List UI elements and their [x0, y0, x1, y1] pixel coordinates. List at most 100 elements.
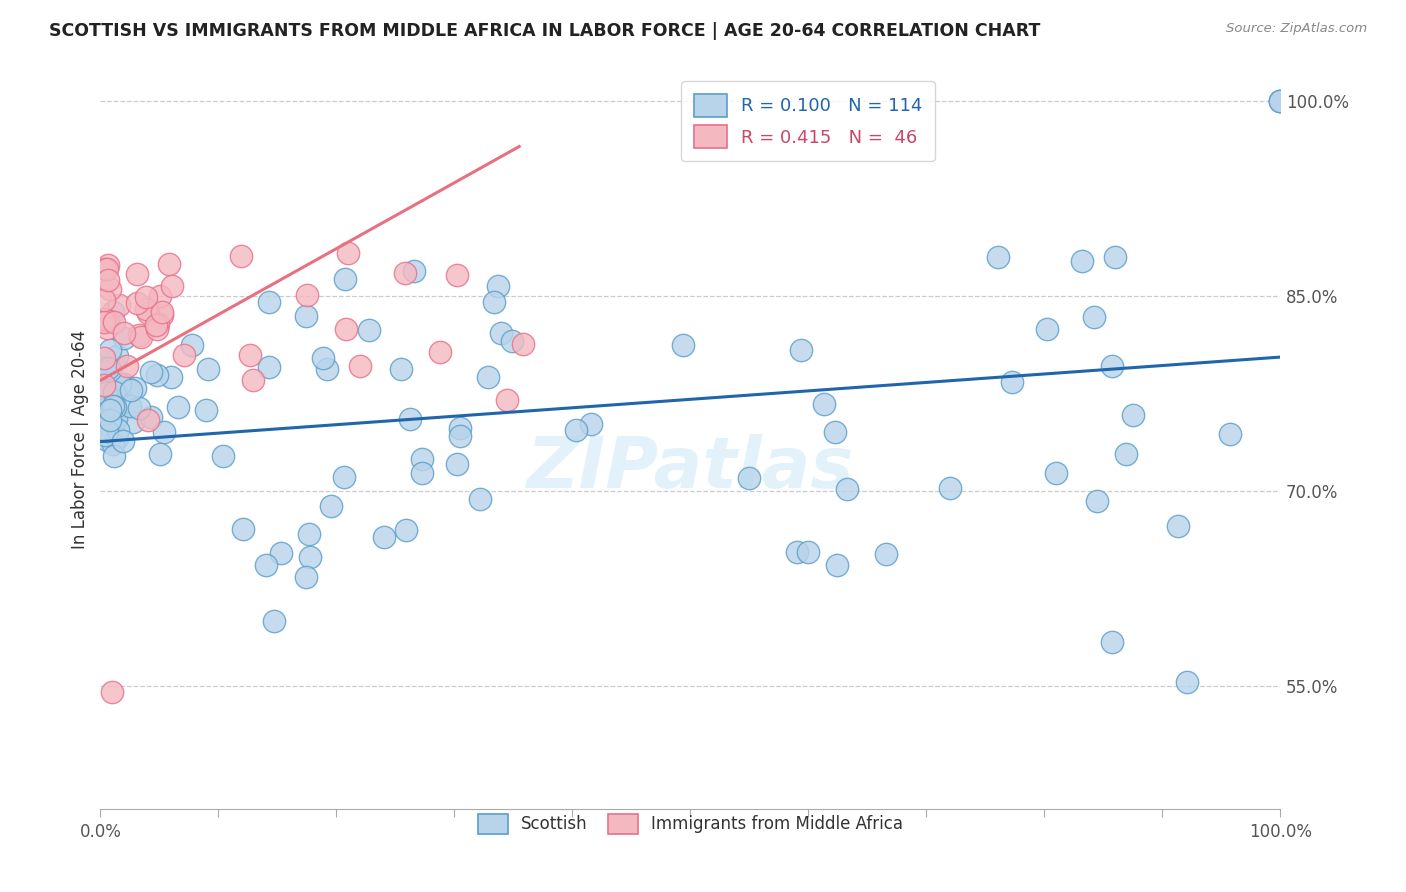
Point [120, 384, 142, 398]
Point [270, 545, 292, 559]
Text: SCOTTISH VS IMMIGRANTS FROM MIDDLE AFRICA IN LABOR FORCE | AGE 20-64 CORRELATION: SCOTTISH VS IMMIGRANTS FROM MIDDLE AFRIC… [49, 22, 1040, 40]
Point [118, 399, 141, 413]
Point [263, 614, 285, 628]
Point [98, 413, 121, 427]
Point [373, 530, 395, 544]
Point [501, 334, 523, 349]
Point [94, 401, 117, 416]
Point [470, 492, 492, 507]
Point [1219, 427, 1241, 442]
Point [103, 385, 125, 400]
Point [98, 282, 121, 296]
Point [939, 481, 962, 495]
Point [489, 326, 512, 340]
Point [813, 397, 835, 411]
Point [101, 355, 124, 369]
Point [93, 413, 115, 427]
Point [91, 391, 114, 405]
Point [101, 400, 124, 414]
Point [128, 327, 150, 342]
Point [145, 322, 167, 336]
Legend: Scottish, Immigrants from Middle Africa: Scottish, Immigrants from Middle Africa [470, 806, 911, 842]
Point [1104, 250, 1126, 264]
Point [145, 318, 167, 333]
Point [114, 377, 136, 392]
Point [94, 427, 117, 442]
Point [128, 401, 150, 415]
Point [1101, 634, 1123, 648]
Point [335, 322, 357, 336]
Point [321, 499, 343, 513]
Point [1175, 674, 1198, 689]
Point [93, 312, 115, 326]
Point [135, 290, 157, 304]
Point [359, 323, 381, 337]
Point [786, 545, 808, 559]
Point [738, 471, 761, 485]
Point [107, 424, 129, 438]
Point [1001, 375, 1024, 389]
Point [337, 245, 360, 260]
Text: Source: ZipAtlas.com: Source: ZipAtlas.com [1226, 22, 1367, 36]
Point [875, 547, 897, 561]
Point [160, 370, 183, 384]
Point [790, 343, 813, 357]
Point [429, 344, 451, 359]
Point [146, 368, 169, 383]
Point [295, 569, 318, 583]
Point [94, 262, 117, 277]
Point [141, 410, 163, 425]
Point [486, 278, 509, 293]
Point [93, 351, 115, 366]
Point [104, 384, 127, 398]
Point [146, 317, 169, 331]
Point [104, 404, 127, 418]
Point [315, 361, 337, 376]
Point [194, 403, 217, 417]
Point [97, 273, 120, 287]
Point [107, 298, 129, 312]
Point [101, 437, 124, 451]
Point [446, 268, 468, 282]
Point [125, 295, 148, 310]
Point [121, 415, 143, 429]
Point [148, 289, 170, 303]
Point [104, 400, 127, 414]
Point [394, 266, 416, 280]
Point [477, 370, 499, 384]
Point [103, 305, 125, 319]
Point [167, 401, 190, 415]
Point [349, 359, 371, 373]
Point [149, 447, 172, 461]
Point [112, 326, 135, 340]
Point [97, 418, 120, 433]
Point [127, 267, 149, 281]
Point [449, 429, 471, 443]
Point [97, 258, 120, 272]
Point [242, 373, 264, 387]
Point [98, 363, 121, 377]
Point [181, 338, 204, 352]
Point [153, 425, 176, 439]
Point [411, 452, 433, 467]
Point [395, 523, 418, 537]
Point [1122, 409, 1144, 423]
Point [257, 295, 280, 310]
Point [1085, 494, 1108, 508]
Point [796, 545, 818, 559]
Point [824, 425, 846, 439]
Point [333, 272, 356, 286]
Point [96, 424, 118, 438]
Point [1071, 254, 1094, 268]
Point [98, 403, 121, 417]
Point [254, 558, 277, 573]
Point [257, 359, 280, 374]
Point [298, 527, 321, 541]
Point [1101, 359, 1123, 374]
Point [239, 348, 262, 362]
Point [91, 377, 114, 392]
Point [565, 423, 588, 437]
Point [91, 409, 114, 424]
Point [100, 392, 122, 406]
Point [212, 449, 235, 463]
